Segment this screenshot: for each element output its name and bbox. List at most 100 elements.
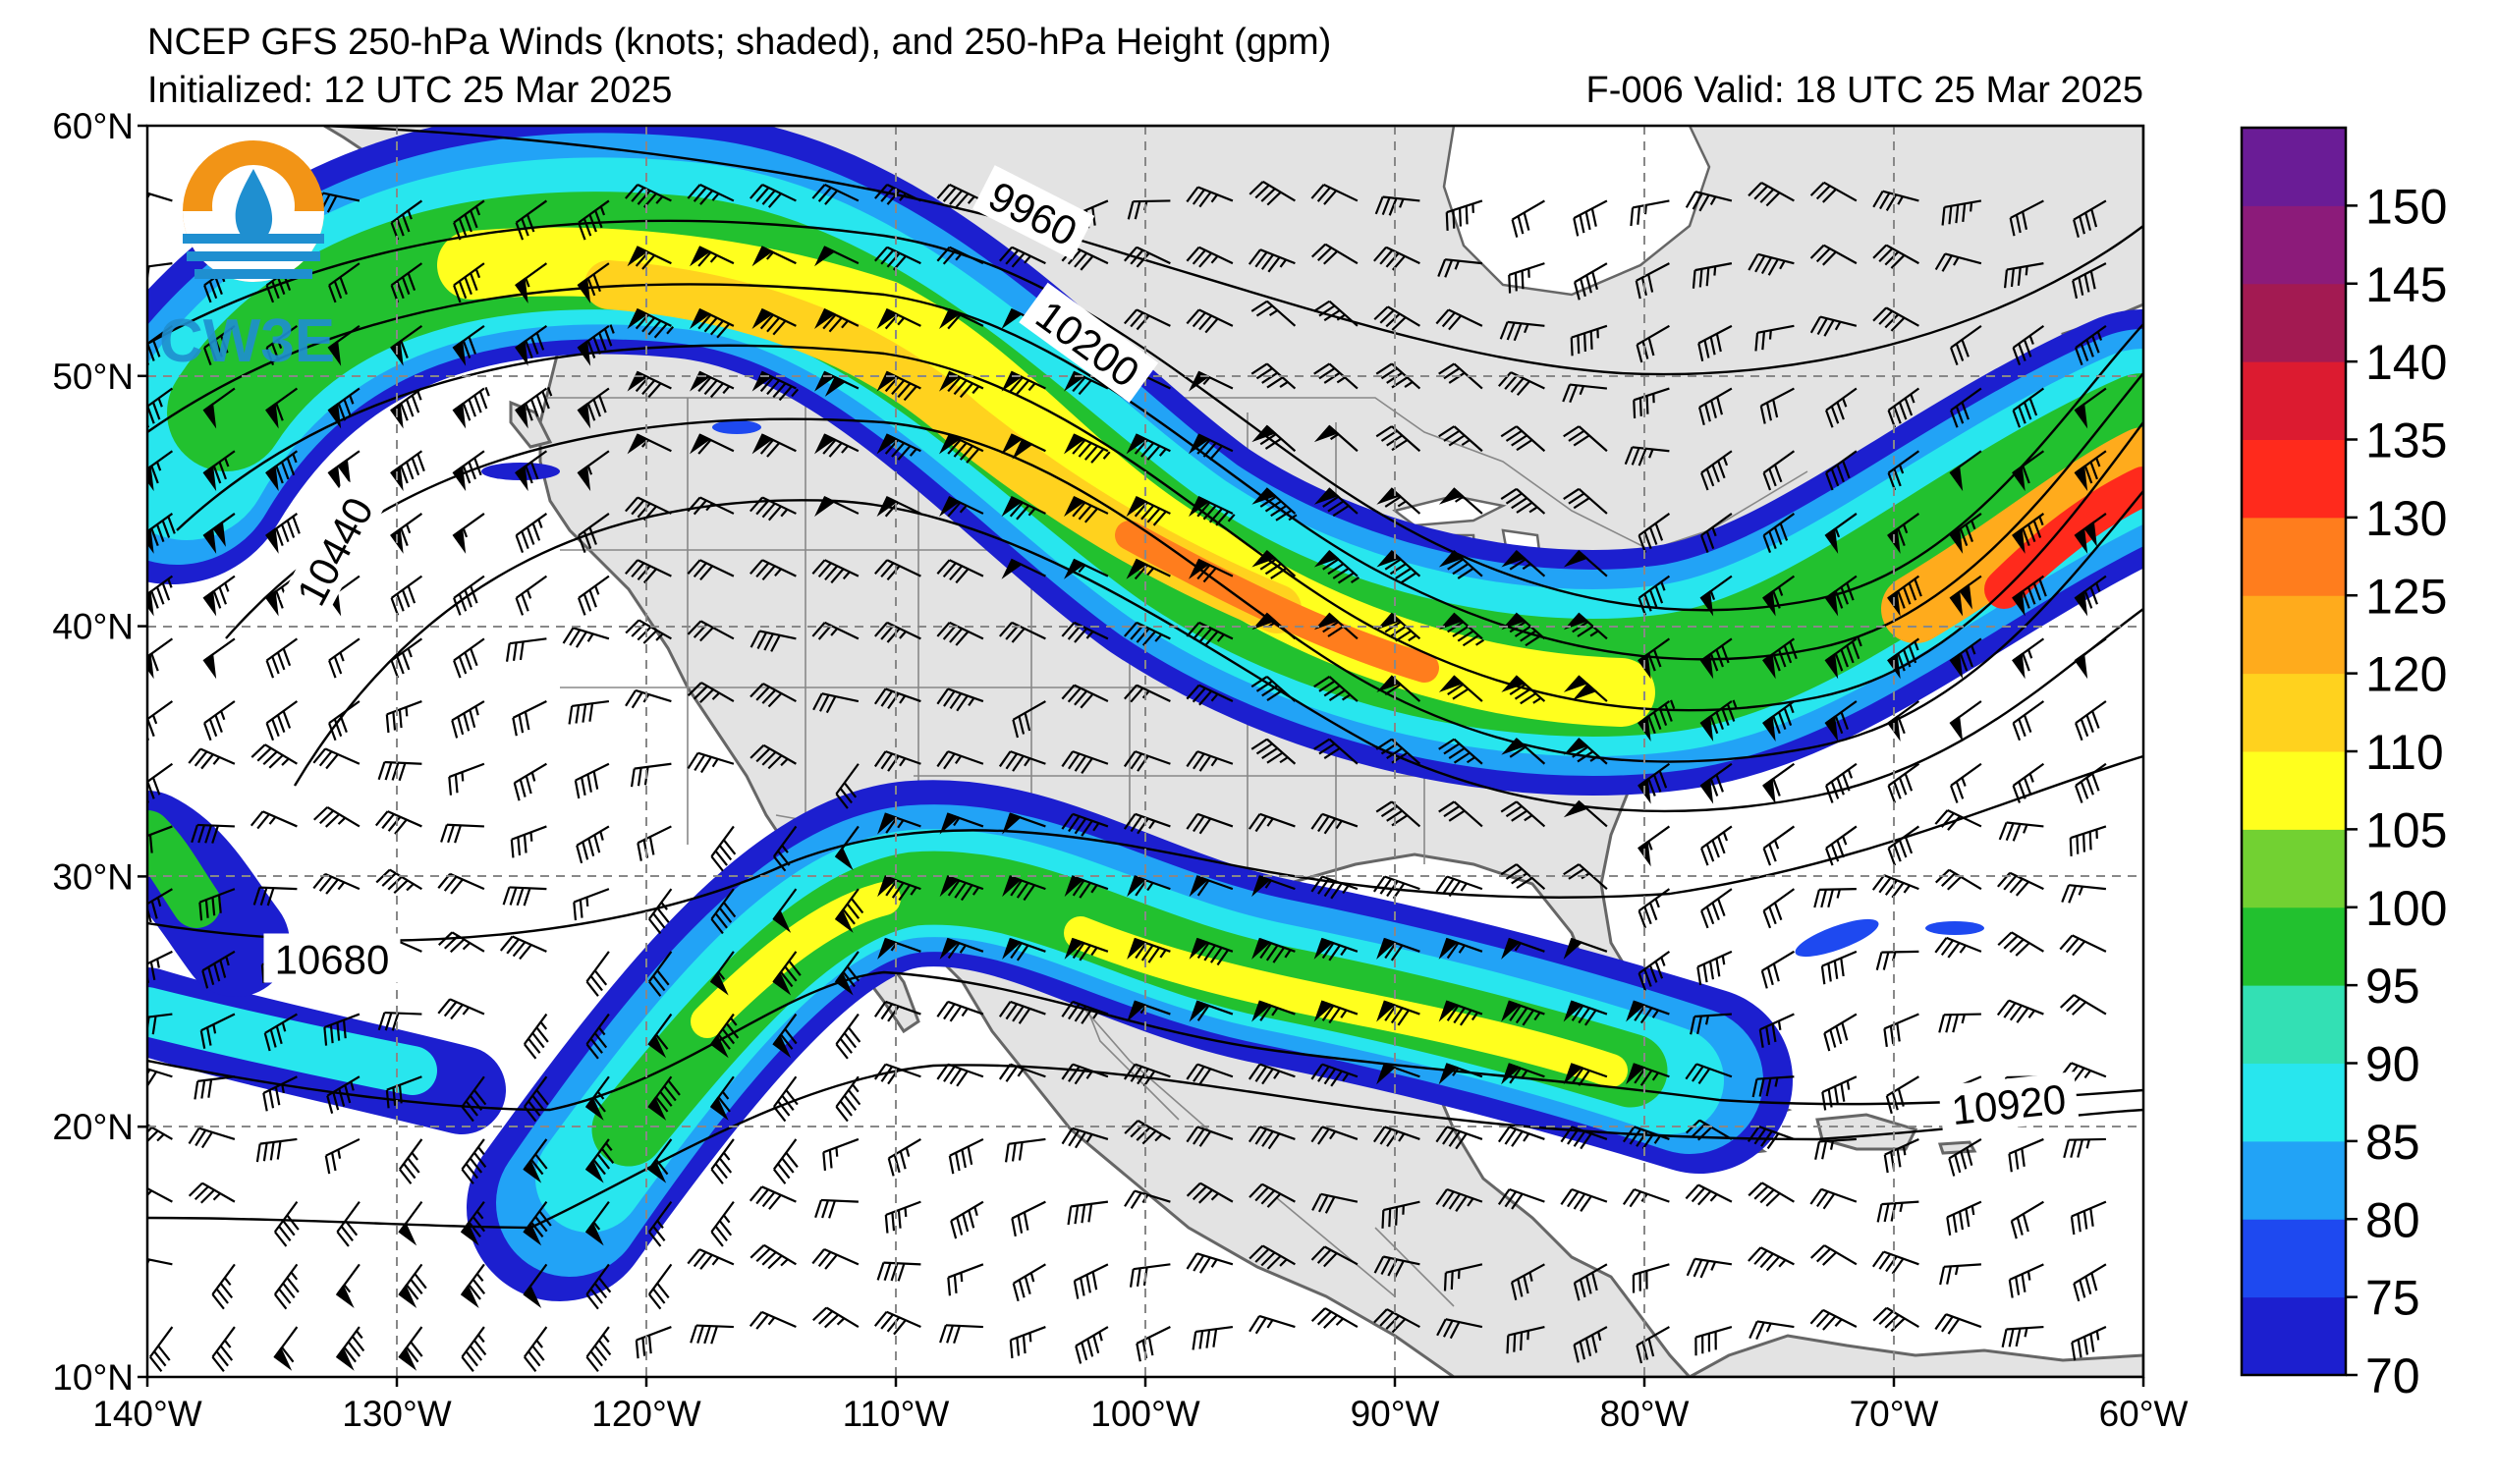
wind-barb xyxy=(648,1200,673,1247)
wind-barb-flag xyxy=(377,1012,386,1031)
lat-tick-label: 20°N xyxy=(52,1107,134,1147)
wind-barb-flag xyxy=(1709,336,1716,356)
wind-barb-flag xyxy=(275,466,284,484)
wind-barb-flag xyxy=(2071,1342,2077,1361)
wind-barb-flag xyxy=(150,590,159,609)
wind-barb-flag xyxy=(893,1154,901,1174)
wind-barb-flag xyxy=(1250,300,1268,312)
wind-barb-half-flag xyxy=(1709,590,1716,600)
wind-barb-flag xyxy=(1203,944,1216,962)
wind-barb xyxy=(390,637,423,679)
wind-barb-flag xyxy=(1938,1015,1945,1033)
wind-barb-flag xyxy=(472,1089,487,1106)
wind-barb-half-flag xyxy=(1532,696,1542,704)
wind-barb-flag xyxy=(835,1043,849,1060)
wind-barb-flag xyxy=(1777,649,1787,668)
wind-barb-half-flag xyxy=(1098,1331,1103,1342)
wind-barb-flag xyxy=(1890,1317,1906,1333)
wind-barb-flag xyxy=(1721,644,1730,664)
wind-barb-pennant xyxy=(1762,652,1776,680)
wind-barb xyxy=(1064,875,1109,899)
wind-barb-flag xyxy=(530,1159,544,1176)
wind-barb-pennant xyxy=(398,1284,417,1309)
wind-barb-flag xyxy=(1255,367,1273,380)
wind-barb-flag xyxy=(1573,217,1580,237)
wind-barb xyxy=(690,1324,734,1345)
wind-barb-half-flag xyxy=(1836,889,1841,899)
wind-barb-flag xyxy=(2089,270,2096,290)
wind-barb xyxy=(577,387,610,429)
wind-barb-staff xyxy=(147,324,174,346)
wind-barb-pennant xyxy=(2074,402,2088,429)
wind-barb-flag xyxy=(1081,1008,1093,1024)
wind-barb xyxy=(1248,248,1296,273)
wind-barb-flag xyxy=(2023,714,2032,733)
wind-barb-flag xyxy=(1074,1005,1087,1022)
wind-barb xyxy=(1123,750,1171,772)
wind-barb xyxy=(1700,513,1733,554)
colorbar-label: 70 xyxy=(2365,1348,2420,1403)
wind-barb-flag xyxy=(274,1086,281,1106)
colorbar-label: 125 xyxy=(2365,569,2447,624)
wind-barb-half-flag xyxy=(1522,563,1531,571)
wind-barb-flag xyxy=(1511,1130,1524,1147)
wind-barb-flag xyxy=(1024,1276,1031,1294)
wind-barb-half-flag xyxy=(1971,644,1976,655)
wind-barb-pennant xyxy=(1251,1000,1272,1022)
wind-barb-flag xyxy=(588,214,597,233)
wind-barb xyxy=(1938,1013,1981,1033)
wind-barb-flag xyxy=(1067,687,1082,703)
wind-barb xyxy=(939,937,984,960)
wind-barb-flag xyxy=(897,1263,906,1282)
wind-barb-flag xyxy=(275,590,284,609)
wind-barb-flag xyxy=(1500,487,1518,500)
lon-tick-label: 100°W xyxy=(1090,1394,1200,1434)
wind-barb xyxy=(1563,1063,1608,1086)
wind-barb-half-flag xyxy=(1528,506,1538,514)
wind-barb-flag xyxy=(583,218,592,237)
wind-barb-flag xyxy=(1505,867,1523,880)
wind-barb-flag xyxy=(766,379,781,396)
wind-barb-flag xyxy=(1140,442,1155,458)
wind-barb xyxy=(147,1124,173,1143)
wind-barb-flag xyxy=(880,187,895,202)
wind-barb-half-flag xyxy=(1335,820,1343,830)
wind-barb-flag xyxy=(2083,273,2090,293)
wind-barb xyxy=(835,1075,861,1123)
wind-barb-half-flag xyxy=(2095,457,2101,467)
wind-barb-flag xyxy=(523,834,527,853)
wind-barb-flag xyxy=(839,788,853,804)
wind-barb-half-flag xyxy=(1148,820,1156,830)
wind-barb-flag xyxy=(1198,1256,1211,1274)
wind-barb-flag xyxy=(1317,1128,1330,1145)
wind-barb-flag xyxy=(211,1293,225,1310)
wind-barb xyxy=(835,763,860,809)
wind-barb-half-flag xyxy=(1279,1258,1288,1267)
wind-barb-flag xyxy=(151,1016,157,1035)
wind-barb-flag xyxy=(1771,1023,1777,1043)
wind-barb-flag xyxy=(326,1095,334,1114)
wind-barb xyxy=(687,559,735,581)
wind-barb-flag xyxy=(1397,1009,1410,1026)
wind-barb-flag xyxy=(149,962,156,980)
wind-barb-half-flag xyxy=(705,502,714,512)
wind-barb-flag xyxy=(470,647,478,667)
wind-barb-pennant xyxy=(1064,496,1085,518)
wind-barb-flag xyxy=(1123,750,1137,768)
wind-barb-flag xyxy=(1652,649,1662,668)
wind-barb-flag xyxy=(147,343,155,361)
wind-barb xyxy=(1251,937,1296,963)
wind-barb xyxy=(1501,937,1545,960)
wind-barb-flag xyxy=(1710,400,1717,418)
wind-barb-pennant xyxy=(398,1347,417,1371)
wind-barb-half-flag xyxy=(1279,756,1289,764)
wind-barb-pennant xyxy=(939,496,961,518)
wind-barb-flag xyxy=(1141,631,1156,646)
wind-barb-flag xyxy=(1443,805,1461,818)
wind-barb xyxy=(1751,1075,1795,1098)
wind-barb-flag xyxy=(1511,809,1527,822)
wind-barb-flag xyxy=(1193,752,1205,770)
wind-barb-flag xyxy=(1511,497,1527,510)
wind-barb-pennant xyxy=(1126,558,1148,579)
